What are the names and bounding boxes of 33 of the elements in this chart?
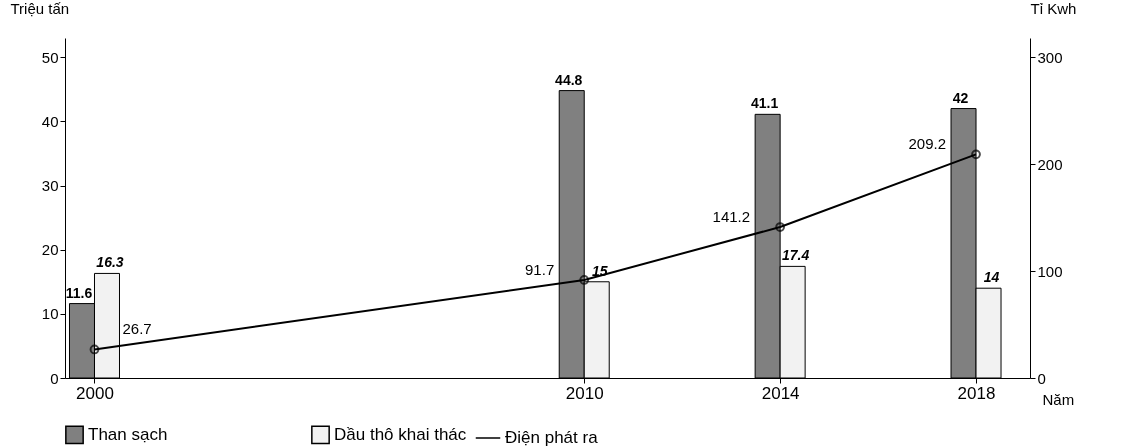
x-tick-label: 2018 [957, 383, 996, 403]
y-tick-label: 0 [50, 369, 59, 387]
y-tick-label: 10 [41, 305, 59, 323]
data-label: 11.6 [65, 284, 93, 301]
x-tick-label: 2014 [761, 383, 800, 403]
data-label: 141.2 [712, 208, 751, 226]
point [775, 222, 785, 232]
x-tick-label: 2000 [76, 383, 114, 403]
data-label: 44.8 [555, 71, 583, 88]
x-axis-title: Năm [1042, 390, 1075, 408]
data-label: 14 [983, 269, 1000, 286]
x-tick-label: 2010 [565, 383, 604, 403]
data-label: 42 [952, 89, 969, 106]
legend-label: Điện phát ra [505, 428, 599, 446]
y-tick-label: 30 [41, 177, 59, 195]
legend-label: Dầu thô khai thác [334, 424, 467, 444]
legend-label: Than sạch [88, 424, 168, 444]
y2-tick-label: 100 [1037, 262, 1063, 280]
y2-tick-label: 0 [1037, 369, 1046, 387]
data-label: 91.7 [525, 260, 555, 278]
data-label: 41.1 [751, 95, 779, 112]
y-tick-label: 40 [41, 112, 59, 130]
data-label: 17.4 [782, 247, 810, 264]
y-axis-title: Triệu tấn [10, 0, 70, 17]
y2-tick-label: 300 [1037, 48, 1063, 66]
y2-axis-title: Tỉ Kwh [1030, 0, 1077, 17]
data-label: 26.7 [122, 320, 152, 338]
data-label: 209.2 [908, 135, 947, 153]
data-label: 16.3 [96, 254, 124, 271]
y2-tick-label: 200 [1037, 155, 1063, 173]
y-tick-label: 20 [41, 241, 59, 259]
y-tick-label: 50 [41, 48, 59, 66]
point [579, 275, 590, 285]
